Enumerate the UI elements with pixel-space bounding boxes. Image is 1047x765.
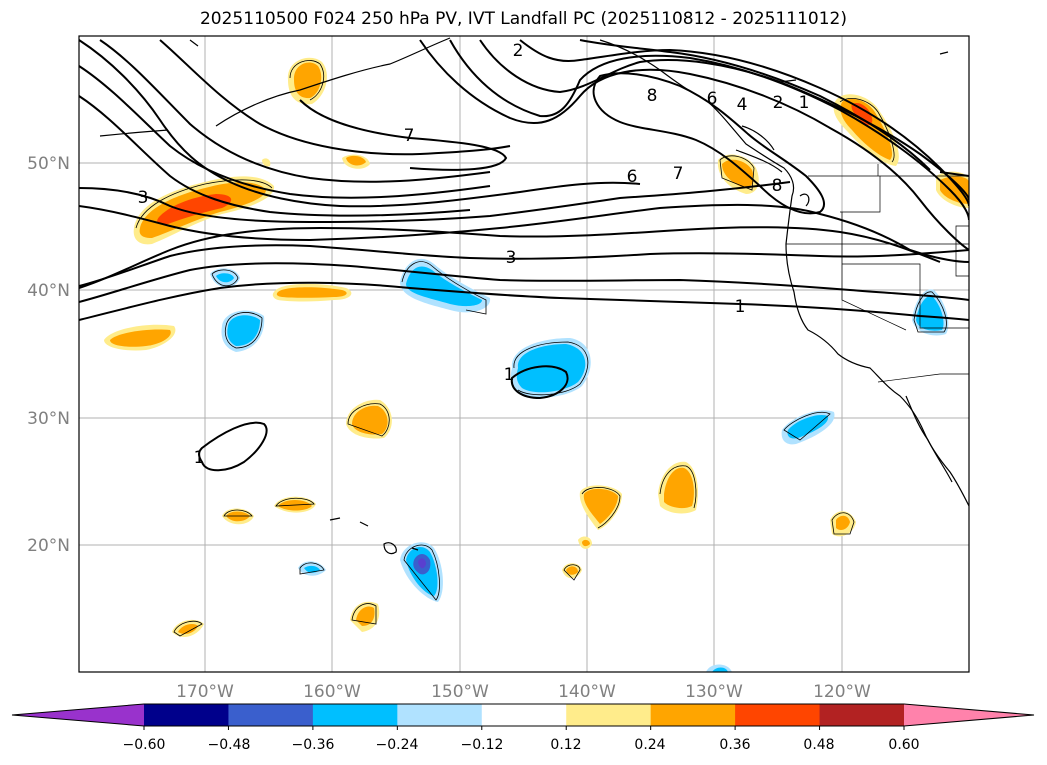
lon-label: 120°W (813, 682, 871, 702)
state-borders (786, 164, 969, 383)
colorbar-extend-min (12, 704, 144, 726)
lat-label: 40°N (27, 281, 70, 301)
colorbar-tick-label: −0.48 (208, 737, 251, 753)
shading-outlines (135, 60, 947, 637)
colorbar-tick-label: 0.60 (888, 737, 919, 753)
colorbar-segment (481, 704, 567, 726)
pos-blob-rockies-mid (940, 176, 969, 204)
colorbar-tick-label: −0.36 (292, 737, 335, 753)
lat-label: 30°N (27, 409, 70, 429)
colorbar-segment (397, 704, 483, 726)
lon-label: 150°W (431, 682, 489, 702)
ivt-shading (104, 57, 969, 672)
map-title: 2025110500 F024 250 hPa PV, IVT Landfall… (199, 9, 847, 29)
contour-label: 1 (799, 93, 810, 113)
contour-label: 1 (735, 297, 746, 317)
contour-label: 3 (138, 188, 149, 208)
colorbar-tick-label: 0.36 (719, 737, 750, 753)
contour-label: 2 (773, 93, 784, 113)
colorbar-tick-label: −0.12 (461, 737, 504, 753)
colorbar-tick-label: −0.60 (123, 737, 166, 753)
lat-label: 20°N (27, 536, 70, 556)
contour-label: 1 (504, 365, 515, 385)
colorbar-tick-label: 0.24 (634, 737, 665, 753)
colorbar-tick-label: 0.12 (550, 737, 581, 753)
contour-labels: 2 8 6 4 2 1 7 3 6 7 8 3 1 1 1 (138, 41, 810, 468)
contour-label: 6 (707, 89, 718, 109)
pos-blob-westpac-core (157, 194, 232, 225)
contour-label: 7 (404, 126, 415, 146)
colorbar-segment (566, 704, 652, 726)
colorbar-segment (228, 704, 314, 726)
contour-label: 4 (737, 95, 748, 115)
contour-label: 8 (772, 176, 783, 196)
contour-label: 7 (673, 164, 684, 184)
colorbar-segment (819, 704, 905, 726)
pv-contours (79, 39, 969, 472)
lon-label: 130°W (685, 682, 743, 702)
pos-blob-van-island-mid (722, 159, 754, 188)
lat-label: 50°N (27, 154, 70, 174)
colorbar (11, 703, 1035, 730)
map-frame (78, 35, 970, 673)
colorbar-tick-label: 0.48 (803, 737, 834, 753)
colorbar-extend-max (904, 704, 1034, 726)
colorbar-tick-labels: −0.60 −0.48 −0.36 −0.24 −0.12 0.12 0.24 … (123, 737, 920, 753)
contour-label: 8 (647, 86, 658, 106)
contour-label: 3 (506, 248, 517, 268)
colorbar-tick-label: −0.24 (376, 737, 419, 753)
pos-blob-nw-coast-core (851, 102, 873, 126)
colorbar-segment (312, 704, 398, 726)
lon-label: 170°W (176, 682, 234, 702)
lon-label: 140°W (558, 682, 616, 702)
contour-label: 2 (513, 41, 524, 61)
lat-labels: 50°N 40°N 30°N 20°N (27, 154, 70, 556)
coastlines (99, 37, 969, 555)
colorbar-segment (144, 704, 229, 726)
contour-label: 1 (194, 448, 205, 468)
lon-labels: 170°W 160°W 150°W 140°W 130°W 120°W (176, 682, 871, 702)
colorbar-segment (735, 704, 821, 726)
colorbar-segment (650, 704, 736, 726)
contour-label: 6 (627, 167, 638, 187)
lon-label: 160°W (303, 682, 361, 702)
